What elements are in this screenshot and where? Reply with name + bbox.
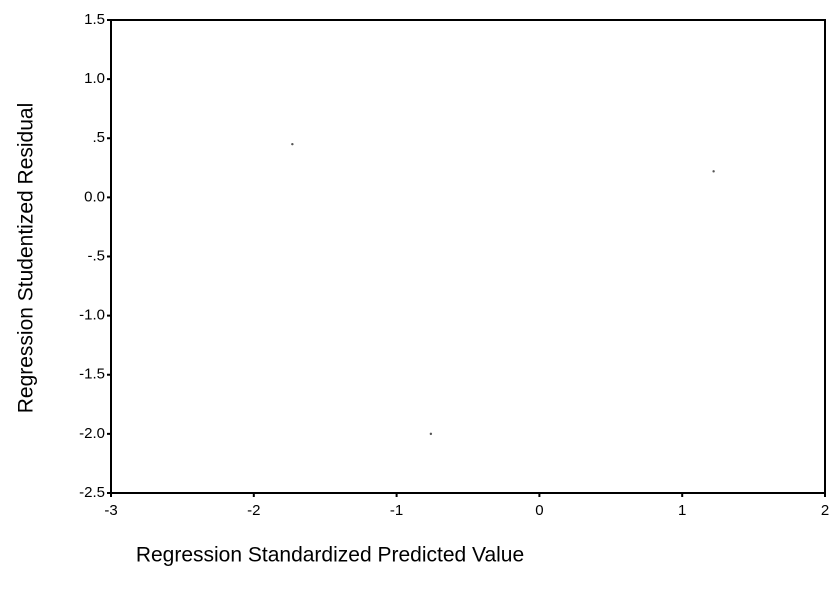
x-tick-label: 2: [821, 502, 829, 519]
x-tick-label: 1: [678, 502, 686, 519]
y-tick-label: -1.0: [79, 307, 105, 324]
y-tick-label: -2.0: [79, 425, 105, 442]
y-tick-label: 0.0: [84, 188, 105, 205]
y-axis-title: Regression Studentized Residual: [15, 103, 38, 414]
point: [429, 432, 433, 436]
x-tick-label: 0: [535, 502, 543, 519]
x-tick-label: -1: [390, 502, 403, 519]
y-tick-label: -1.5: [79, 366, 105, 383]
plot-frame: [110, 19, 826, 494]
y-tick-label: -2.5: [79, 484, 105, 501]
y-tick-label: -.5: [87, 247, 105, 264]
point: [712, 170, 715, 173]
x-tick-label: -3: [104, 502, 117, 519]
point: [291, 142, 294, 146]
y-tick-label: .5: [92, 129, 105, 146]
y-tick-label: 1.5: [84, 11, 105, 28]
x-tick-label: -2: [247, 502, 260, 519]
y-tick-label: 1.0: [84, 70, 105, 87]
x-axis-title: Regression Standardized Predicted Value: [136, 544, 524, 567]
